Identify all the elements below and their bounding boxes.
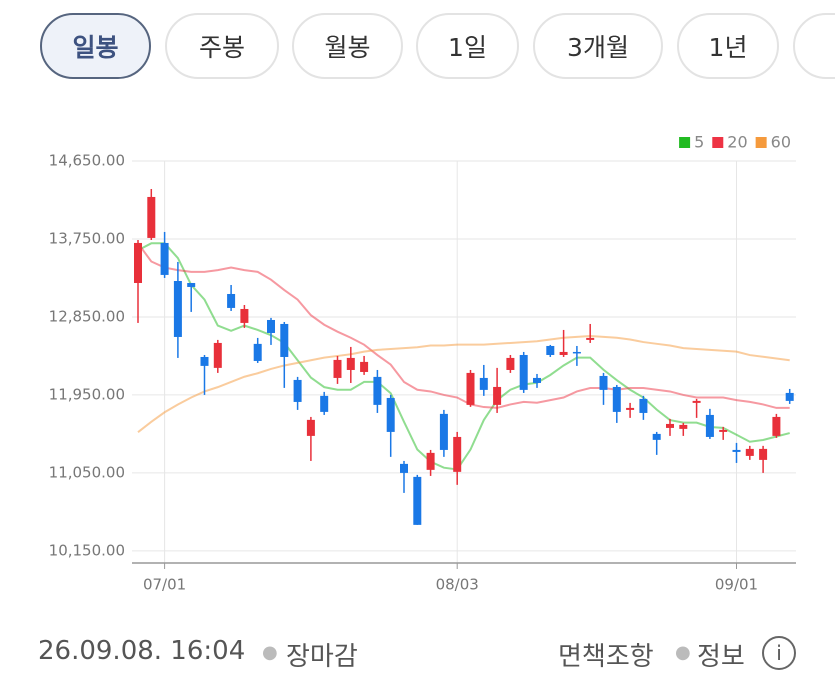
candle-body (745, 448, 754, 456)
candle-body (479, 377, 488, 390)
period-tab[interactable]: 3 (793, 13, 835, 79)
info-icon[interactable]: i (762, 636, 796, 670)
candle-body (200, 356, 209, 366)
candle-body (599, 375, 608, 390)
x-tick-label: 09/01 (715, 576, 758, 594)
candle-body (679, 424, 688, 429)
y-tick-label: 14,650.00 (49, 152, 125, 170)
candle-body (759, 448, 768, 460)
candle-body (439, 413, 448, 450)
candle-body (240, 308, 249, 323)
candle-body (772, 416, 781, 436)
candle-body (400, 463, 408, 473)
period-tab[interactable]: 일봉 (40, 13, 151, 79)
candle-body (160, 242, 169, 275)
candle-body (413, 476, 422, 525)
candle-body (519, 354, 528, 390)
candle-body (293, 379, 302, 402)
separator-dot: ● (675, 642, 691, 663)
legend-swatch (755, 137, 767, 148)
period-tab[interactable]: 3개월 (533, 13, 663, 79)
candle-body (546, 345, 555, 355)
candle-body (626, 407, 635, 410)
period-tab[interactable]: 1년 (677, 13, 779, 79)
candle-body (533, 377, 541, 383)
x-tick-label: 08/03 (436, 576, 479, 594)
candle-body (227, 293, 236, 308)
candle-body (333, 359, 342, 378)
candle-body (493, 386, 502, 405)
candle-body (187, 282, 196, 287)
disclaimer-link[interactable]: 면책조항 (558, 642, 654, 672)
market-status: 장마감 (286, 642, 358, 672)
legend-label: 20 (727, 133, 747, 152)
candle-body (134, 242, 142, 283)
candle-body (639, 398, 648, 413)
ma-line (137, 242, 790, 471)
candle-body (572, 351, 581, 354)
candle-body (586, 337, 595, 340)
chart: 10,150.00 11,050.00 11,950.00 12,850.00 13,7… (49, 133, 796, 594)
candle-body (253, 343, 262, 361)
candle-body (346, 357, 355, 370)
separator-dot: ● (262, 642, 278, 663)
candle-body (280, 323, 289, 357)
candle-body (320, 395, 329, 412)
candle-body (453, 436, 462, 472)
candle-body (147, 196, 156, 238)
candle-body (426, 452, 435, 470)
period-tab[interactable]: 1일 (416, 13, 519, 79)
candle-body (652, 433, 661, 440)
candle-body (173, 280, 182, 337)
y-tick-label: 12,850.00 (49, 307, 125, 325)
candle-body (373, 376, 382, 405)
period-tab[interactable]: 월봉 (292, 13, 403, 79)
candle-body (466, 372, 475, 405)
y-tick-label: 11,050.00 (49, 463, 125, 481)
candle-body (559, 351, 568, 355)
y-tick-label: 11,950.00 (49, 385, 125, 403)
candle-body (666, 423, 674, 428)
candle-body (692, 400, 701, 403)
y-tick-label: 13,750.00 (49, 229, 125, 247)
candle-body (612, 386, 621, 412)
footer: 26.09.08. 16:04 ● 장마감 면책조항 ● 정보 i (0, 628, 835, 678)
candle-body (506, 357, 515, 370)
period-tabs: 일봉주봉월봉1일3개월1년3 (0, 0, 835, 100)
candle-body (306, 419, 315, 436)
candle-body (267, 319, 275, 333)
candle-body (386, 397, 395, 432)
period-tab[interactable]: 주봉 (165, 13, 279, 79)
timestamp: 26.09.08. 16:04 (38, 636, 246, 666)
ma-line (137, 242, 790, 409)
legend-swatch (679, 137, 691, 148)
legend-label: 5 (694, 133, 704, 152)
candle-body (719, 429, 728, 432)
x-tick-label: 07/01 (143, 576, 186, 594)
legend-label: 60 (771, 133, 791, 152)
legend-swatch (712, 137, 724, 148)
y-tick-label: 10,150.00 (49, 541, 125, 559)
candle-body (360, 361, 369, 372)
candle-body (213, 342, 222, 368)
candle-body (732, 449, 741, 452)
info-link[interactable]: 정보 (697, 642, 745, 672)
ma-line (137, 335, 790, 433)
candle-body (785, 392, 794, 401)
candle-body (705, 414, 714, 437)
